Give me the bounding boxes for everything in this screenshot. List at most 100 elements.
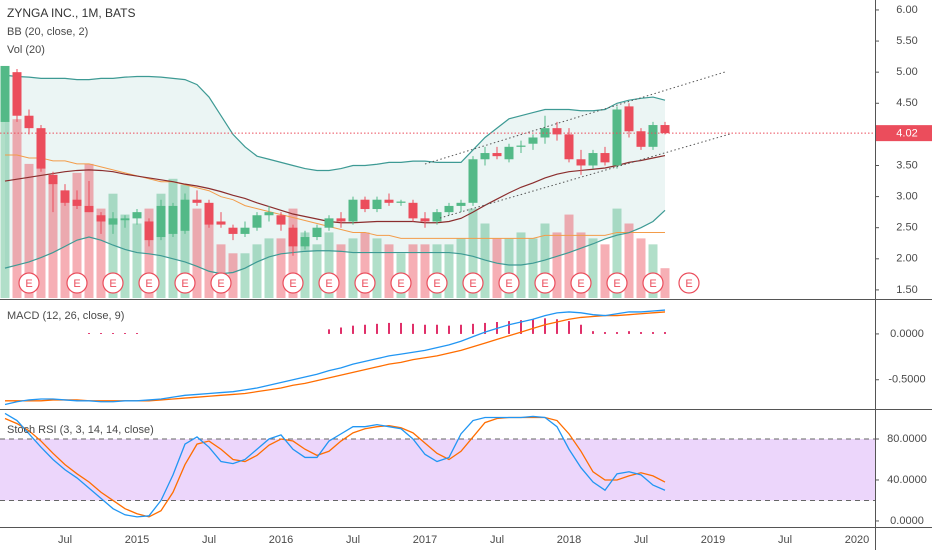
candle-body [540, 128, 550, 138]
earnings-marker [174, 272, 196, 294]
candle-body [24, 115, 34, 129]
earnings-marker [390, 272, 412, 294]
x-tick-label: Jul [202, 534, 216, 546]
volume-bar [24, 163, 34, 298]
volume-bar [588, 238, 598, 298]
earnings-label: E [577, 278, 584, 290]
histogram-bar [604, 332, 606, 334]
x-tick-label: 2019 [701, 534, 725, 546]
volume-bar [444, 244, 454, 298]
volume-bar [312, 244, 322, 298]
earnings-label: E [73, 278, 80, 290]
earnings-label: E [289, 278, 296, 290]
candle-body [432, 212, 442, 222]
earnings-marker [678, 272, 700, 294]
candle-body [300, 237, 310, 247]
volume-bar [348, 238, 358, 298]
candle-body [600, 153, 610, 163]
y-tick-label: 80.0000 [887, 433, 927, 445]
y-tick-label: 4.50 [896, 97, 917, 109]
volume-bar [636, 238, 646, 298]
volume-bar [624, 223, 634, 298]
histogram-bar [460, 324, 462, 334]
histogram-bar [520, 320, 522, 334]
volume-bar [432, 244, 442, 298]
candle-body [108, 218, 118, 225]
volume-bar [108, 193, 118, 298]
y-tick-label: 3.50 [896, 159, 917, 171]
candle-body [336, 218, 346, 222]
earnings-marker [498, 272, 520, 294]
candle-body [228, 227, 238, 234]
volume-bar [96, 208, 106, 298]
volume-bar [660, 268, 670, 298]
histogram-bar [352, 325, 354, 334]
candle-body [360, 199, 370, 210]
volume-bar [612, 208, 622, 298]
volume-bar [156, 193, 166, 298]
candle-body [612, 109, 622, 166]
x-tick-label: 2016 [269, 534, 293, 546]
histogram-bar [652, 332, 654, 334]
histogram-bar [412, 323, 414, 334]
earnings-label: E [469, 278, 476, 290]
candle-body [624, 106, 634, 132]
volume-bar [600, 244, 610, 298]
volume-bar [252, 244, 262, 298]
volume-bar [228, 253, 238, 298]
histogram-bar [388, 322, 390, 334]
earnings-label: E [685, 278, 692, 290]
x-tick-label: 2017 [413, 534, 437, 546]
earnings-label: E [325, 278, 332, 290]
histogram-bar [592, 331, 594, 334]
y-tick-label: 1.50 [896, 284, 917, 296]
histogram-bar [484, 322, 486, 334]
candle-body [384, 199, 394, 203]
volume-bar [480, 223, 490, 298]
candle-body [372, 199, 382, 210]
histogram-bar [340, 327, 342, 334]
volume-bar [360, 232, 370, 298]
candle-body [240, 227, 250, 234]
bb-upper-line [4, 74, 666, 172]
volume-bar [300, 232, 310, 298]
volume-ma-line [5, 154, 665, 239]
candle-body [48, 174, 58, 185]
earnings-label: E [145, 278, 152, 290]
earnings-marker [534, 272, 556, 294]
volume-bar [540, 223, 550, 298]
earnings-marker [570, 272, 592, 294]
candle-body [660, 125, 670, 134]
earnings-marker [426, 272, 448, 294]
histogram-bar [112, 333, 114, 334]
y-tick-label: 0.0000 [890, 515, 924, 527]
candle-body [408, 202, 418, 219]
earnings-marker [18, 272, 40, 294]
histogram-bar [556, 319, 558, 334]
volume-bar [72, 172, 82, 298]
x-tick-label: 2020 [845, 534, 869, 546]
candle-body [60, 190, 70, 203]
volume-bar [192, 208, 202, 298]
histogram-bar [328, 329, 330, 334]
volume-bar [36, 163, 46, 298]
earnings-label: E [25, 278, 32, 290]
candle-body [252, 215, 262, 228]
histogram-bar [640, 332, 642, 334]
candle-body [576, 159, 586, 166]
candle-body [456, 202, 466, 206]
candle-body [132, 212, 142, 219]
y-tick-label: 2.50 [896, 222, 917, 234]
volume-bar [204, 223, 214, 298]
band-fill [0, 438, 875, 501]
histogram-bar [400, 322, 402, 334]
histogram-bar [124, 333, 126, 334]
histogram-bar [508, 321, 510, 334]
histogram-bar [544, 318, 546, 334]
volume-bar [12, 119, 22, 298]
y-tick-label: 40.0000 [887, 474, 927, 486]
histogram-bar [628, 331, 630, 334]
trend-line-upper [424, 71, 726, 165]
candle-body [480, 153, 490, 160]
candle-body [96, 215, 106, 222]
